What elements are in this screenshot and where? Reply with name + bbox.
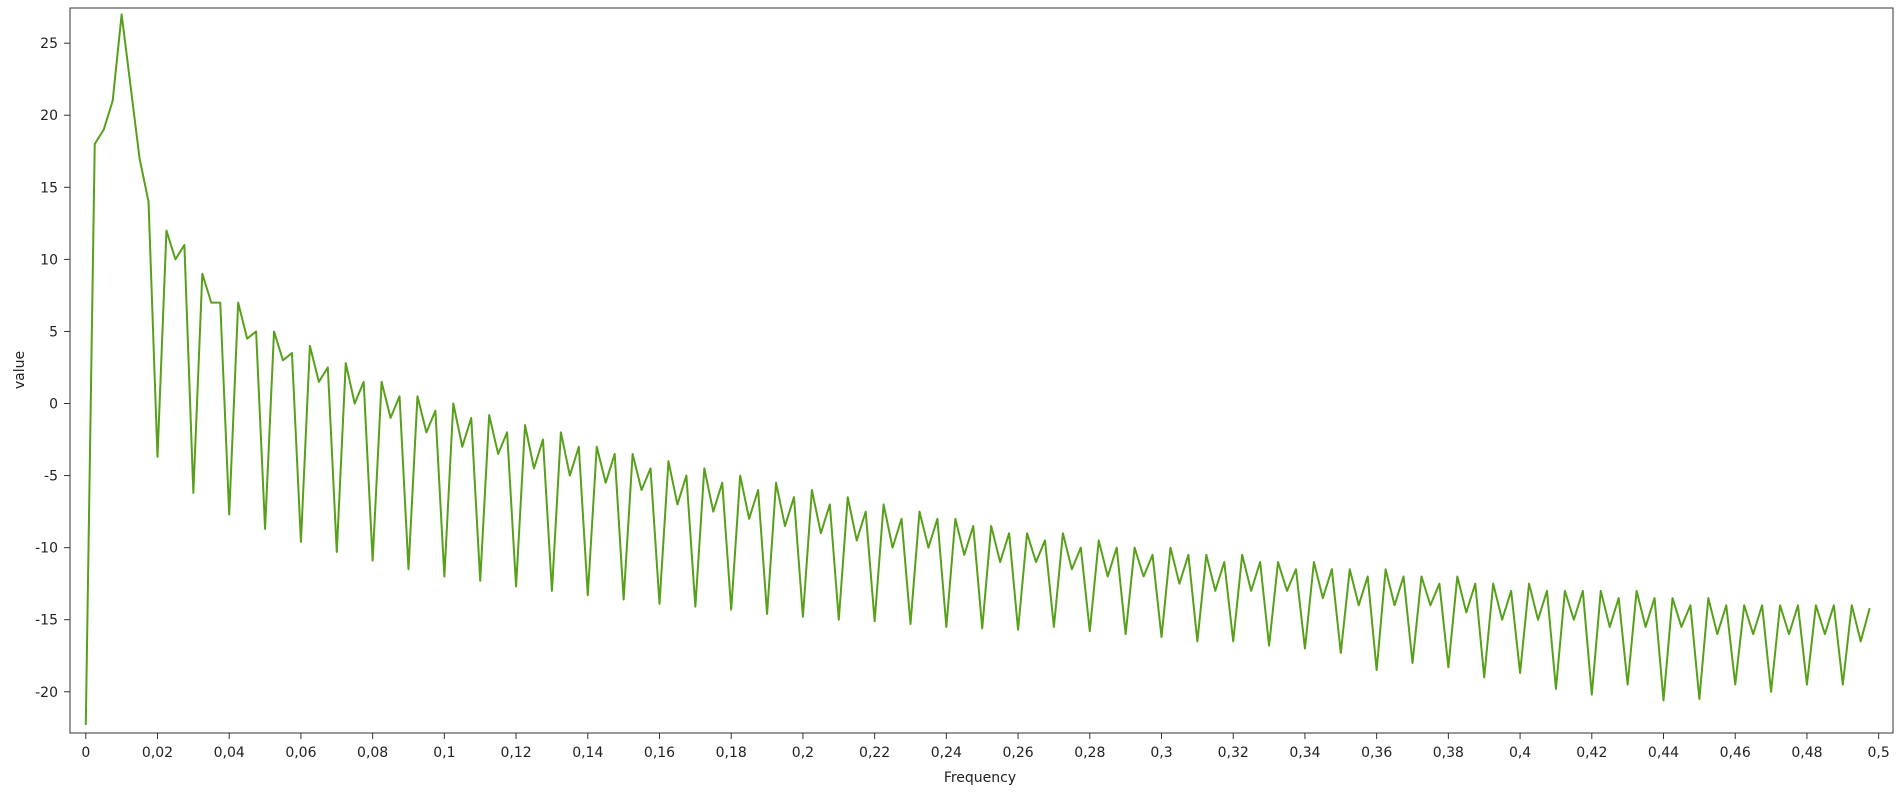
- x-tick-label: 0,12: [500, 745, 531, 761]
- x-tick-label: 0,34: [1289, 745, 1320, 761]
- x-tick-label: 0,18: [716, 745, 747, 761]
- x-tick-label: 0,1: [433, 745, 455, 761]
- x-tick-label: 0,5: [1868, 745, 1890, 761]
- x-tick-label: 0,38: [1433, 745, 1464, 761]
- x-axis-label: Frequency: [944, 770, 1016, 786]
- x-tick-label: 0,04: [214, 745, 245, 761]
- y-tick-label: -5: [44, 469, 58, 485]
- x-tick-label: 0,3: [1150, 745, 1172, 761]
- y-tick-label: 15: [40, 180, 58, 196]
- x-tick-label: 0,4: [1509, 745, 1531, 761]
- plot-frame: [69, 7, 1894, 734]
- data-line: [84, 13, 1871, 725]
- x-tick-label: 0,28: [1074, 745, 1105, 761]
- x-tick-label: 0,02: [142, 745, 173, 761]
- x-tick-label: 0,16: [644, 745, 675, 761]
- y-tick-label: -10: [35, 541, 58, 557]
- y-tick-label: 10: [40, 252, 58, 268]
- y-tick-label: -20: [35, 685, 58, 701]
- y-tick-label: 5: [49, 324, 58, 340]
- y-tick-label: -15: [35, 613, 58, 629]
- y-tick-label: 0: [49, 397, 58, 413]
- x-tick-label: 0,24: [931, 745, 962, 761]
- x-tick-label: 0,46: [1720, 745, 1751, 761]
- y-tick-label: 20: [40, 108, 58, 124]
- x-tick-label: 0,08: [357, 745, 388, 761]
- x-tick-label: 0,14: [572, 745, 603, 761]
- x-tick-label: 0: [81, 745, 90, 761]
- x-tick-label: 0,22: [859, 745, 890, 761]
- x-tick-label: 0,2: [792, 745, 814, 761]
- x-tick-label: 0,36: [1361, 745, 1392, 761]
- x-tick-label: 0,32: [1218, 745, 1249, 761]
- x-tick-label: 0,06: [285, 745, 316, 761]
- x-tick-label: 0,48: [1791, 745, 1822, 761]
- x-tick-label: 0,44: [1648, 745, 1679, 761]
- y-tick-label: 25: [40, 36, 58, 52]
- y-axis-label: value: [12, 351, 28, 389]
- x-tick-label: 0,42: [1576, 745, 1607, 761]
- x-tick-label: 0,26: [1002, 745, 1033, 761]
